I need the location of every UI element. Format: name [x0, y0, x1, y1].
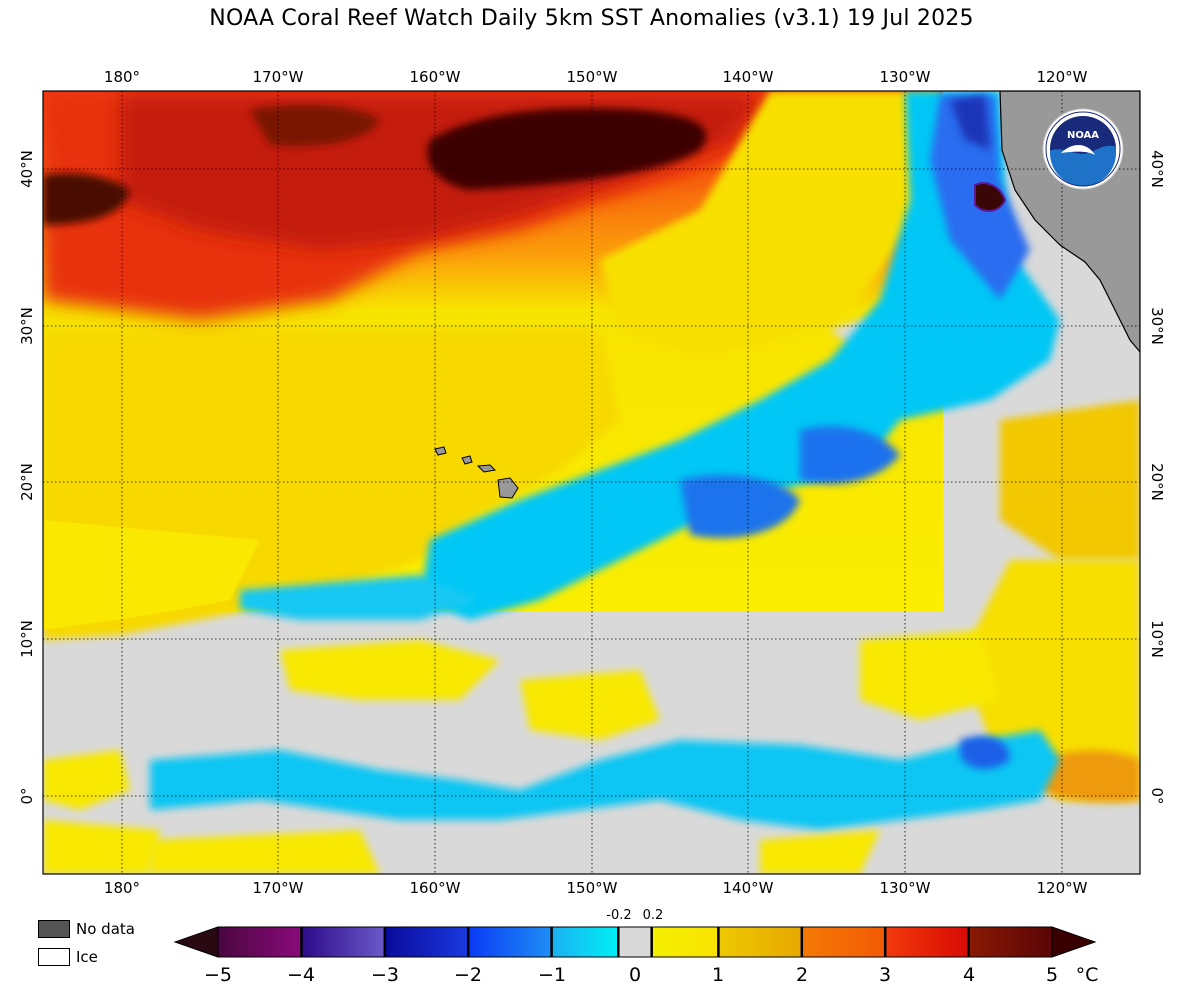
colorbar-tick: −3	[371, 964, 399, 986]
lat-labels-right: 40°N 30°N 20°N 10°N 0°	[1148, 150, 1166, 804]
colorbar-tick: −5	[204, 964, 232, 986]
colorbar-segment	[651, 927, 719, 957]
lat-labels-left: 40°N 30°N 20°N 10°N 0°	[18, 150, 36, 804]
lon-label-top: 130°W	[880, 68, 931, 86]
gridlines	[43, 91, 1140, 874]
colorbar-unit: °C	[1076, 964, 1099, 986]
lon-label-bottom: 140°W	[723, 879, 774, 897]
colorbar-tick: −2	[454, 964, 482, 986]
legend-no-data: No data	[38, 918, 135, 940]
lon-label-bottom: 180°	[104, 879, 140, 897]
colorbar-tick: 5	[1046, 964, 1058, 986]
colorbar-small-labels: -0.2 0.2	[606, 908, 663, 923]
colorbar-tick: 0	[629, 964, 641, 986]
colorbar	[173, 926, 1097, 958]
lat-label-left: 30°N	[18, 307, 36, 345]
colorbar-segment	[718, 927, 802, 957]
lon-label-top: 180°	[104, 68, 140, 86]
colorbar-segment	[801, 927, 886, 957]
lon-label-bottom: 120°W	[1037, 879, 1088, 897]
lon-label-top: 170°W	[253, 68, 304, 86]
lon-label-top: 160°W	[410, 68, 461, 86]
colorbar-tick: −4	[287, 964, 315, 986]
noaa-logo-text: NOAA	[1067, 130, 1099, 141]
lat-label-right: 30°N	[1148, 307, 1166, 345]
legend: No data Ice	[38, 918, 135, 974]
lat-label-right: 10°N	[1148, 620, 1166, 658]
lon-label-bottom: 150°W	[567, 879, 618, 897]
lat-label-right: 40°N	[1148, 150, 1166, 188]
colorbar-segment	[551, 927, 619, 957]
colorbar-tick: 1	[712, 964, 724, 986]
colorbar-segment	[968, 927, 1052, 957]
colorbar-small-label: 0.2	[643, 908, 664, 923]
lat-label-left: 20°N	[18, 463, 36, 501]
anomaly-field	[43, 91, 1140, 874]
noaa-logo: NOAA	[1042, 108, 1124, 190]
lon-label-bottom: 170°W	[253, 879, 304, 897]
colorbar-segment	[468, 927, 552, 957]
colorbar-segment	[618, 927, 652, 957]
no-data-label: No data	[76, 920, 135, 938]
legend-ice: Ice	[38, 946, 135, 968]
colorbar-max-arrow	[1051, 926, 1097, 958]
colorbar-segment	[218, 927, 302, 957]
lon-label-top: 150°W	[567, 68, 618, 86]
colorbar-ticks: −5 −4 −3 −2 −1 0 1 2 3 4 5 °C	[204, 964, 1098, 986]
lon-labels-top: 180° 170°W 160°W 150°W 140°W 130°W 120°W	[104, 68, 1088, 86]
lat-label-left: 40°N	[18, 150, 36, 188]
colorbar-small-label: -0.2	[606, 908, 631, 923]
lat-label-left: 0°	[18, 787, 36, 804]
ice-label: Ice	[76, 948, 98, 966]
lat-label-right: 20°N	[1148, 463, 1166, 501]
lat-label-right: 0°	[1148, 787, 1166, 804]
lon-label-bottom: 160°W	[410, 879, 461, 897]
lon-label-top: 140°W	[723, 68, 774, 86]
lon-label-top: 120°W	[1037, 68, 1088, 86]
no-data-swatch	[38, 920, 70, 938]
map-title: NOAA Coral Reef Watch Daily 5km SST Anom…	[209, 6, 974, 31]
colorbar-tick: 3	[879, 964, 891, 986]
colorbar-tick: 2	[796, 964, 808, 986]
colorbar-segment	[384, 927, 469, 957]
colorbar-tick: 4	[963, 964, 975, 986]
lon-labels-bottom: 180° 170°W 160°W 150°W 140°W 130°W 120°W	[104, 879, 1088, 897]
colorbar-tick: −1	[538, 964, 566, 986]
map-frame	[42, 90, 1141, 875]
colorbar-min-arrow	[173, 926, 219, 958]
lon-label-bottom: 130°W	[880, 879, 931, 897]
lat-label-left: 10°N	[18, 620, 36, 658]
colorbar-segment	[885, 927, 969, 957]
ice-swatch	[38, 948, 70, 966]
colorbar-segment	[301, 927, 385, 957]
